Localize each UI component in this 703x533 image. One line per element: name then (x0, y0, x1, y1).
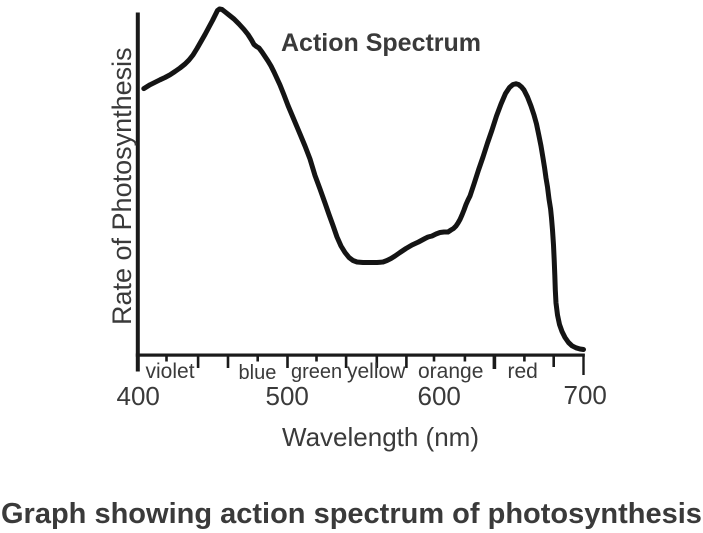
svg-text:violet: violet (146, 360, 195, 383)
svg-text:700: 700 (564, 380, 607, 410)
svg-text:Graph showing action spectrum: Graph showing action spectrum of photosy… (1, 498, 702, 530)
svg-text:600: 600 (418, 381, 461, 411)
svg-text:500: 500 (266, 381, 309, 411)
svg-text:400: 400 (117, 381, 160, 411)
svg-text:yellow: yellow (347, 360, 406, 383)
svg-text:red: red (508, 360, 538, 383)
svg-text:Wavelength (nm): Wavelength (nm) (282, 422, 479, 452)
svg-text:Action Spectrum: Action Spectrum (281, 29, 481, 57)
svg-text:Rate of Photosynthesis: Rate of Photosynthesis (107, 47, 137, 325)
svg-text:green: green (291, 361, 342, 383)
svg-text:orange: orange (418, 360, 483, 383)
svg-text:blue: blue (239, 362, 277, 384)
